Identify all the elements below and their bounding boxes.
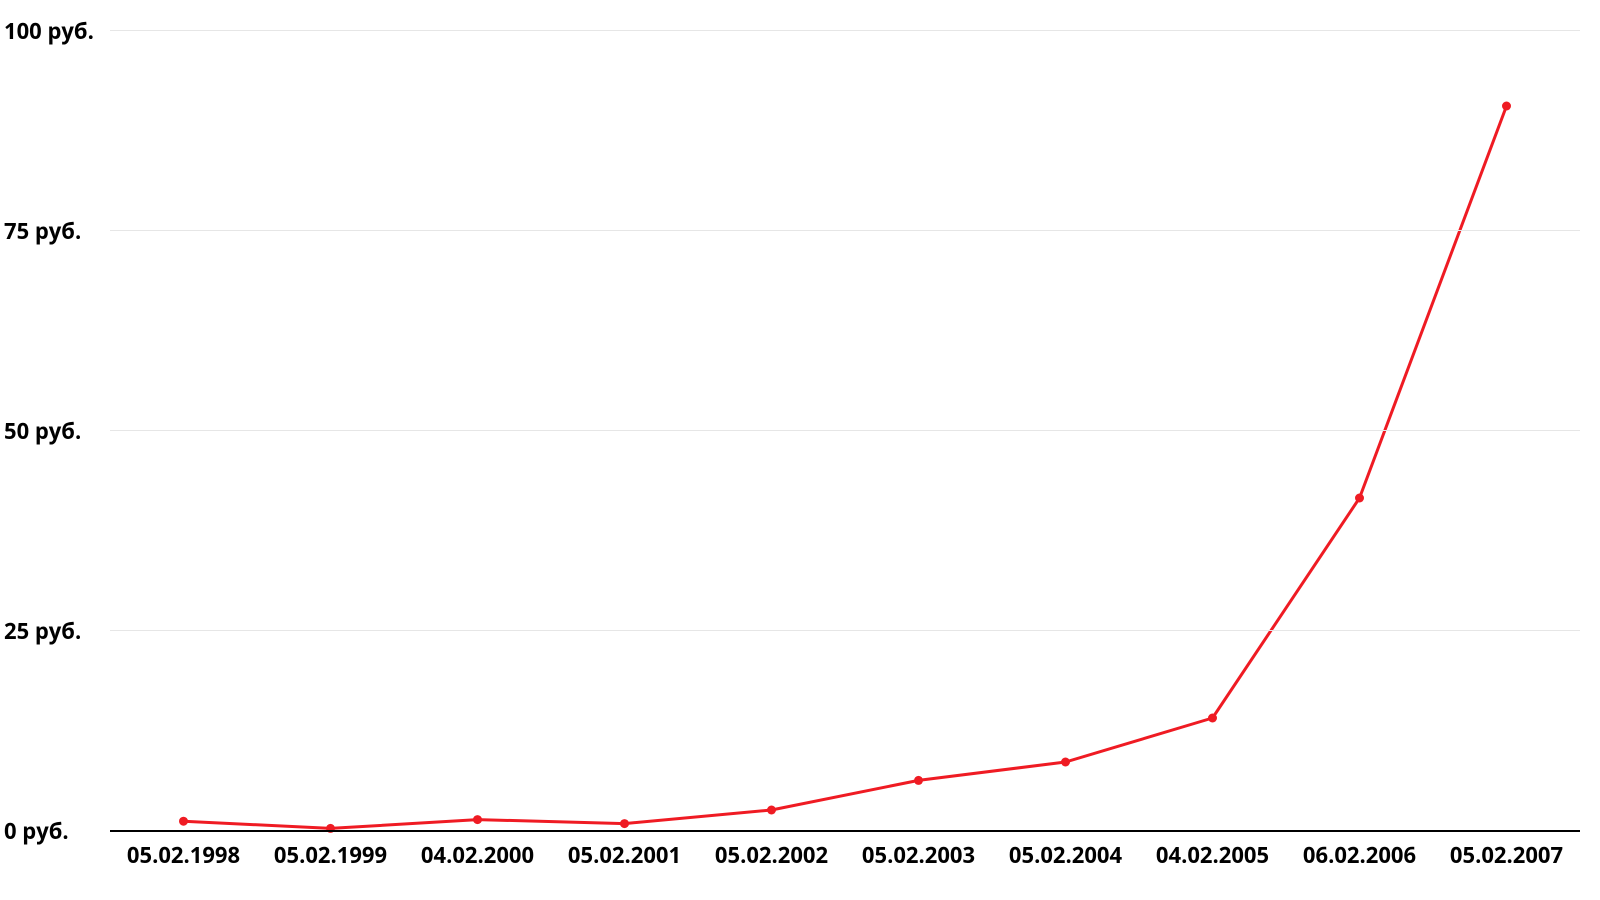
x-axis-tick-label: 05.02.1999 <box>274 840 387 870</box>
data-point <box>1355 494 1364 503</box>
data-point <box>1502 102 1511 111</box>
x-axis-tick-label: 04.02.2005 <box>1156 840 1269 870</box>
x-axis-tick-label: 05.02.2002 <box>715 840 828 870</box>
data-point <box>914 776 923 785</box>
gridline <box>110 30 1580 31</box>
y-axis-tick-label: 25 руб. <box>4 616 81 646</box>
y-axis-tick-label: 0 руб. <box>4 816 69 846</box>
y-axis-tick-label: 75 руб. <box>4 216 81 246</box>
gridline <box>110 630 1580 631</box>
series-line <box>184 106 1507 828</box>
x-axis-tick-label: 05.02.2001 <box>568 840 681 870</box>
x-axis-tick-label: 05.02.2004 <box>1009 840 1122 870</box>
x-axis-tick-label: 05.02.2003 <box>862 840 975 870</box>
x-axis-tick-label: 05.02.2007 <box>1450 840 1563 870</box>
gridline <box>110 830 1580 832</box>
line-chart: 0 руб. 25 руб. 50 руб. 75 руб. 100 руб. 05.02… <box>0 0 1600 900</box>
gridline <box>110 430 1580 431</box>
data-point <box>620 819 629 828</box>
x-axis-tick-label: 05.02.1998 <box>127 840 240 870</box>
y-axis-tick-label: 50 руб. <box>4 416 81 446</box>
y-axis-tick-label: 100 руб. <box>4 16 94 46</box>
data-point <box>179 817 188 826</box>
data-point <box>473 815 482 824</box>
x-axis-tick-label: 06.02.2006 <box>1303 840 1416 870</box>
data-point <box>1208 714 1217 723</box>
data-point <box>1061 758 1070 767</box>
gridline <box>110 230 1580 231</box>
x-axis-tick-label: 04.02.2000 <box>421 840 534 870</box>
chart-svg <box>0 0 1600 900</box>
data-point <box>767 806 776 815</box>
